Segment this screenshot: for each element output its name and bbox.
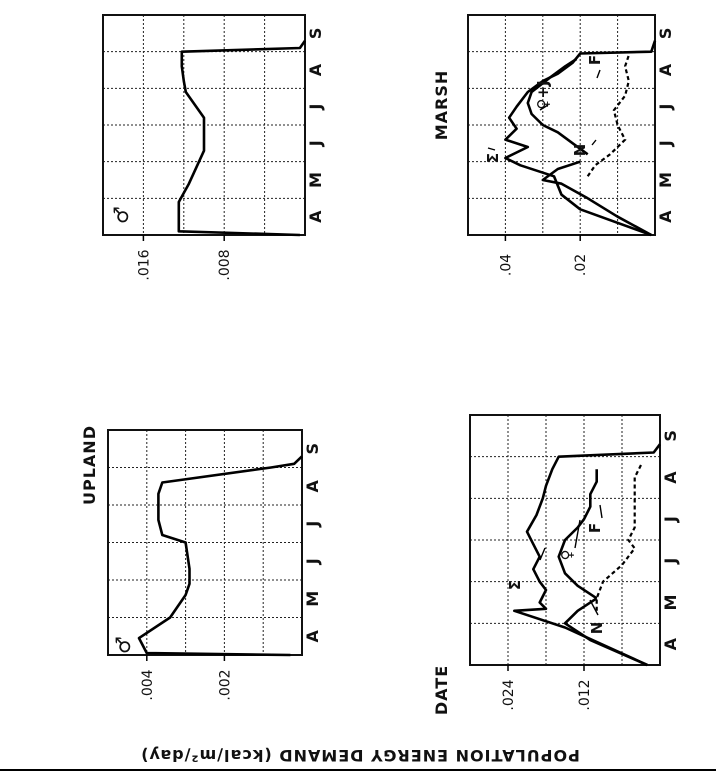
month-tick-label: S (656, 28, 675, 40)
month-tick-label: A (303, 629, 322, 642)
annotation-arrow (589, 599, 599, 616)
month-tick-label: S (661, 430, 680, 442)
month-tick-label: J (303, 521, 322, 528)
plot-frame (469, 414, 661, 666)
month-tick-label: J (306, 140, 325, 147)
value-tick-label: .016 (136, 249, 152, 280)
value-tick-label: .024 (501, 679, 517, 710)
panel-upland-male: .004 .002 A M J J A S ♂ (107, 429, 322, 701)
series-line-1 (177, 39, 307, 237)
month-tick-label: J (656, 104, 675, 111)
series-annotation-label: N (588, 622, 606, 635)
month-tick-label: A (656, 63, 675, 76)
month-tick-label: J (656, 140, 675, 147)
series-line-1 (137, 455, 303, 657)
annotation-arrow (591, 139, 597, 146)
month-tick-label: J (303, 558, 322, 565)
annotation-arrow (599, 504, 603, 519)
series-line-1 (512, 443, 662, 667)
month-tick-label: A (656, 210, 675, 223)
group-label-upland: UPLAND (80, 425, 99, 505)
annotation-arrow (487, 147, 496, 151)
series-annotation-label: Σ (506, 580, 524, 590)
month-tick-label: A (661, 637, 680, 650)
month-tick-label: J (306, 104, 325, 111)
annotation-arrow (539, 104, 549, 111)
group-label-marsh: MARSH (432, 70, 451, 141)
month-tick-label: A (303, 479, 322, 492)
month-tick-label: A (306, 210, 325, 223)
value-tick-label: .02 (573, 254, 589, 276)
annotation-arrow (596, 69, 601, 79)
month-tick-label: J (661, 558, 680, 565)
month-tick-label: S (303, 443, 322, 455)
series-line-2 (541, 160, 652, 237)
series-line-4 (595, 464, 642, 611)
panel-upland-population: .024 .012 A M J J A S Σ N ♀ F (469, 414, 680, 711)
series-line-2 (563, 597, 648, 667)
month-tick-label: M (656, 172, 675, 188)
month-tick-label: M (303, 591, 322, 607)
annotation-arrow (574, 519, 581, 549)
panel-marsh-male: .016 .008 A M J J A S ♂ (102, 14, 325, 281)
month-tick-label: A (661, 471, 680, 484)
male-symbol-label: ♂ (111, 636, 135, 654)
series-annotation-label: ♀ (558, 550, 576, 561)
month-tick-label: M (306, 172, 325, 188)
chart-panels: .004 .002 A M J J A S ♂ .016 .008 A M J J A S ♂ .024 .012 A M… (102, 14, 680, 711)
y-axis-label: POPULATION ENERGY DEMAND (kcal/m²/day) (140, 746, 580, 765)
series-line-1 (504, 40, 657, 237)
plot-frame (467, 14, 656, 236)
plot-frame (102, 14, 306, 236)
value-tick-label: .012 (577, 679, 593, 710)
series-line-3 (557, 469, 599, 600)
value-tick-label: .04 (498, 254, 514, 276)
value-tick-label: .004 (140, 669, 156, 700)
series-annotation-label: N (571, 144, 589, 157)
series-annotation-label: F (586, 523, 604, 533)
month-tick-label: A (306, 63, 325, 76)
series-line-4 (586, 54, 630, 177)
series-annotation-label: Σ (484, 153, 502, 163)
month-tick-label: M (661, 595, 680, 611)
month-tick-label: J (661, 516, 680, 523)
value-tick-label: .002 (217, 669, 233, 700)
series-annotation-label: ♀+J (534, 80, 552, 109)
male-symbol-label: ♂ (109, 206, 133, 224)
annotation-arrow (539, 547, 546, 561)
month-tick-label: S (306, 28, 325, 40)
series-annotation-label: F (586, 55, 604, 65)
series-line-3 (526, 57, 589, 156)
value-tick-label: .008 (217, 249, 233, 280)
panel-marsh-population: .04 .02 A M J J A S Σ N ♀+J F (467, 14, 675, 276)
x-axis-label-date: DATE (432, 665, 451, 715)
